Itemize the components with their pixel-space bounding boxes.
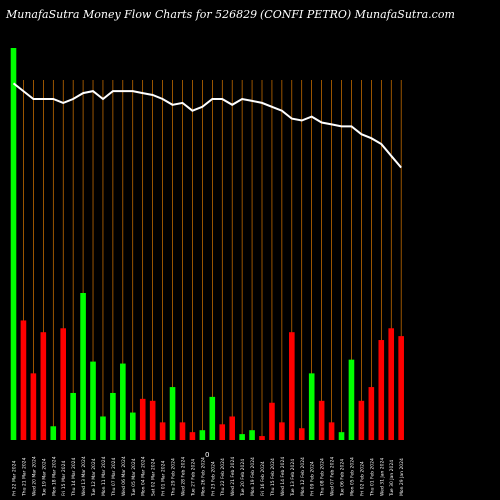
date-label: Thu 14 Mar 2024: [71, 457, 77, 497]
money-flow-bar: [378, 340, 385, 440]
money-flow-bar: [308, 373, 315, 440]
money-flow-bar: [189, 432, 196, 440]
money-flow-bar: [100, 416, 106, 440]
money-flow-bar: [368, 387, 375, 440]
date-labels: Fri 22 Mar 2024 Thu 21 Mar 2024 Wed 20 Mar…: [12, 456, 406, 497]
date-label: Sat 02 Mar 2024: [151, 459, 157, 496]
date-label: Mon 29 Jan 2024: [399, 458, 405, 496]
date-label: Thu 01 Feb 2024: [369, 458, 375, 497]
money-flow-bar: [129, 412, 136, 440]
money-flow-bars: [10, 48, 404, 440]
date-label: Tue 30 Jan 2024: [389, 460, 395, 497]
money-flow-bar: [209, 396, 216, 440]
date-label: Tue 12 Mar 2024: [91, 458, 97, 497]
money-flow-bar: [50, 426, 57, 440]
money-flow-bar: [219, 424, 226, 440]
date-label: Thu 29 Feb 2024: [171, 458, 177, 497]
date-label: Fri 23 Feb 2024: [210, 461, 216, 496]
money-flow-bar: [120, 363, 126, 440]
date-label: Wed 07 Feb 2024: [330, 457, 336, 496]
money-flow-bar: [289, 332, 295, 440]
money-flow-bar: [398, 336, 404, 440]
date-label: Fri 15 Mar 2024: [61, 461, 67, 496]
money-flow-bar: [60, 328, 66, 440]
date-label: Thu 08 Feb 2024: [320, 458, 326, 497]
money-flow-bar: [298, 428, 305, 440]
money-flow-bar: [40, 332, 47, 440]
money-flow-bar: [279, 422, 285, 440]
date-label: Mon 04 Mar 2024: [141, 456, 147, 496]
money-flow-bar: [80, 293, 86, 440]
money-flow-bar: [358, 400, 365, 440]
date-label: Wed 06 Mar 2024: [121, 456, 127, 496]
date-label: Mon 05 Feb 2024: [349, 457, 355, 496]
chart-subtitle: (CONFI PETRO) MunafaSutra.com: [260, 8, 455, 21]
money-flow-bar: [179, 422, 186, 440]
money-flow-bar: [90, 361, 96, 440]
date-label: Thu 22 Feb 2024: [220, 458, 226, 497]
date-label: Tue 05 Mar 2024: [131, 458, 137, 497]
money-flow-bar: [239, 434, 245, 440]
chart-title: MunafaSutra Money Flow Charts for 526829: [6, 8, 258, 21]
money-flow-bar: [388, 328, 395, 440]
date-label: Fri 16 Feb 2024: [260, 461, 266, 496]
date-label: Tue 27 Feb 2024: [190, 459, 196, 497]
price-line: [12, 82, 402, 169]
date-label: Fri 22 Mar 2024: [12, 461, 18, 496]
date-label: Fri 02 Feb 2024: [359, 461, 365, 496]
money-flow-bar: [348, 359, 355, 440]
money-flow-bar: [20, 320, 27, 440]
money-flow-bar: [30, 373, 37, 440]
money-flow-bar: [229, 416, 235, 440]
date-label: Tue 06 Feb 2024: [340, 459, 346, 497]
money-flow-bar: [318, 400, 325, 440]
money-flow-bar: [139, 398, 146, 440]
money-flow-bar: [110, 392, 116, 440]
date-label: Tue 20 Feb 2024: [240, 459, 246, 497]
date-label: Mon 18 Mar 2024: [51, 456, 57, 496]
date-label: Wed 31 Jan 2024: [379, 458, 385, 496]
date-label: Fri 01 Mar 2024: [161, 461, 167, 496]
date-label: Wed 14 Feb 2024: [280, 457, 286, 496]
money-flow-bar: [199, 430, 206, 440]
date-label: Tue 13 Feb 2024: [290, 459, 296, 497]
zero-label: 0: [205, 451, 209, 459]
money-flow-bar: [328, 422, 335, 440]
date-label: Tue 19 Mar 2024: [41, 458, 47, 497]
date-label: Wed 28 Feb 2024: [180, 457, 186, 496]
money-flow-bar: [10, 48, 17, 440]
money-flow-bar: [269, 402, 275, 440]
date-label: Mon 12 Feb 2024: [300, 457, 306, 496]
date-label: Fri 09 Feb 2024: [310, 461, 316, 496]
money-flow-bar: [169, 387, 176, 440]
date-label: Wed 20 Mar 2024: [31, 456, 37, 496]
date-label: Wed 21 Feb 2024: [230, 457, 236, 496]
date-label: Mon 19 Feb 2024: [250, 457, 256, 496]
date-label: Mon 11 Mar 2024: [101, 456, 107, 496]
date-label: Mon 26 Feb 2024: [200, 457, 206, 496]
money-flow-bar: [159, 422, 166, 440]
money-flow-bar: [249, 430, 255, 440]
money-flow-bar: [70, 392, 76, 440]
money-flow-bar: [338, 432, 345, 440]
date-label: Thu 15 Feb 2024: [270, 458, 276, 497]
date-label: Wed 13 Mar 2024: [81, 456, 87, 496]
date-label: Thu 07 Mar 2024: [111, 457, 117, 497]
money-flow-bar: [259, 436, 265, 440]
vertical-gridlines: [23, 80, 402, 440]
date-label: Thu 21 Mar 2024: [21, 457, 27, 497]
money-flow-bar: [149, 400, 156, 440]
